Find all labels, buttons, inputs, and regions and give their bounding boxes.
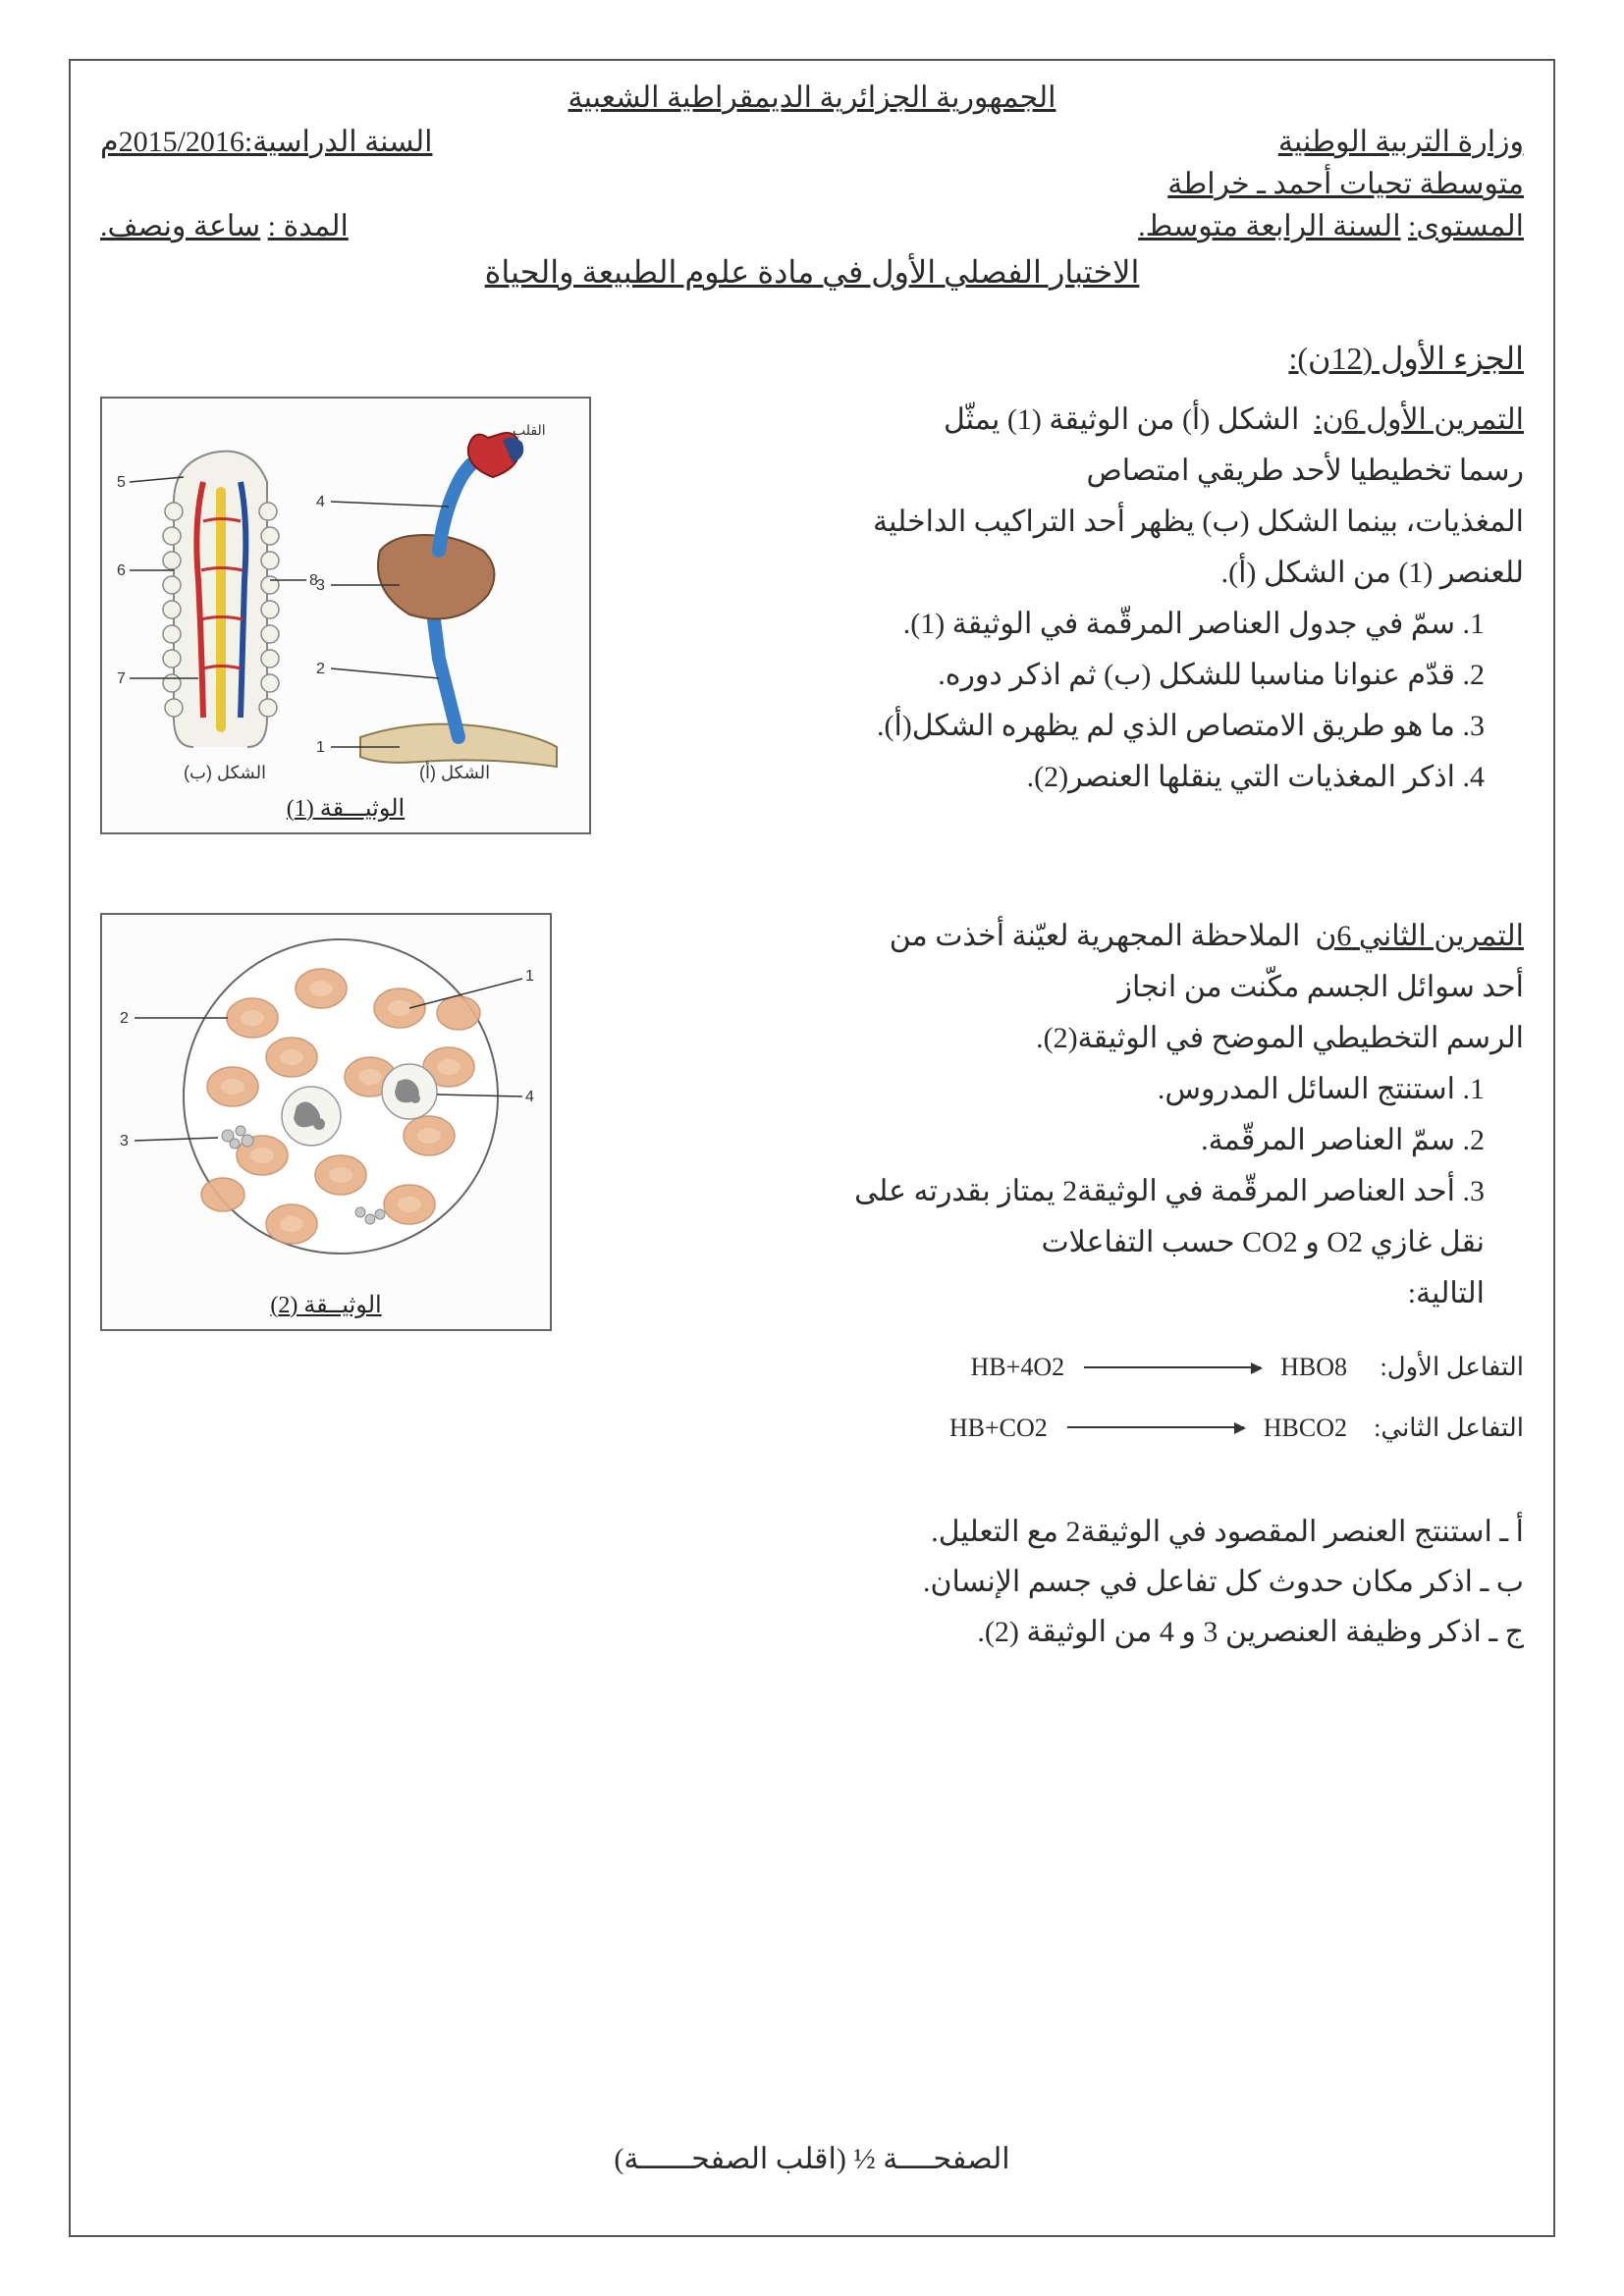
reaction-1: التفاعل الأول: HBO8 HB+4O2	[581, 1347, 1524, 1388]
svg-text:6: 6	[117, 562, 126, 579]
year-value: 2015/2016م	[100, 126, 244, 158]
svg-text:8: 8	[309, 572, 318, 589]
ex2-q2: 2. سمّ العناصر المرقّمة.	[581, 1117, 1524, 1164]
ex2-q3-l2: نقل غازي O2 و CO2 حسب التفاعلات	[581, 1219, 1524, 1266]
ex2-title: التمرين الثاني 6ن	[1315, 920, 1524, 952]
reaction1-left: HBO8	[1280, 1347, 1347, 1388]
ministry-text: وزارة التربية الوطنية	[1278, 125, 1524, 159]
duration-value: ساعة ونصف.	[100, 210, 260, 242]
ex2-q3-l3: التالية:	[581, 1270, 1524, 1317]
page-footer: الصفحــــة ½ (اقلب الصفحــــــة)	[71, 2142, 1553, 2176]
level-label: المستوى:	[1408, 210, 1524, 242]
svg-text:2: 2	[316, 661, 325, 677]
ex2-q1: 1. استنتج السائل المدروس.	[581, 1066, 1524, 1113]
level-value: السنة الرابعة متوسط.	[1138, 210, 1400, 242]
svg-text:1: 1	[525, 968, 534, 985]
ex2-text: التمرين الثاني 6ن الملاحظة المجهرية لعيّ…	[581, 913, 1524, 1468]
page-frame: الجمهورية الجزائرية الديمقراطية الشعبية …	[69, 59, 1555, 2237]
ex1-intro-l1: الشكل (أ) من الوثيقة (1) يمثّل	[944, 403, 1299, 436]
level-block: المستوى: السنة الرابعة متوسط.	[1138, 209, 1524, 243]
ex1-q1: 1. سمّ في جدول العناصر المرقّمة في الوثي…	[621, 601, 1524, 648]
duration-block: المدة : ساعة ونصف.	[100, 209, 349, 243]
ex1-text: التمرين الأول 6ن: الشكل (أ) من الوثيقة (…	[621, 397, 1524, 805]
reaction2-right: HB+CO2	[949, 1408, 1048, 1449]
reaction1-right: HB+4O2	[971, 1347, 1065, 1388]
figure-1-svg: 1 2 3 4 القلب	[115, 413, 576, 786]
ex1-intro-l4: للعنصر (1) من الشكل (أ).	[621, 550, 1524, 597]
exercise-1: التمرين الأول 6ن: الشكل (أ) من الوثيقة (…	[100, 397, 1524, 834]
header-row-2: متوسطة تحيات أحمد ـ خراطة	[100, 167, 1524, 201]
svg-text:الشكل (ب): الشكل (ب)	[184, 763, 266, 782]
ex1-title: التمرين الأول 6ن:	[1314, 403, 1524, 436]
header-row-3: المستوى: السنة الرابعة متوسط. المدة : سا…	[100, 209, 1524, 243]
ex2-sub-a: أ ـ استنتج العنصر المقصود في الوثيقة2 مع…	[100, 1507, 1524, 1557]
reaction-2: التفاعل الثاني: HBCO2 HB+CO2	[581, 1408, 1524, 1449]
reaction2-left: HBCO2	[1264, 1408, 1347, 1449]
republic-text: الجمهورية الجزائرية الديمقراطية الشعبية	[568, 81, 1056, 114]
ex1-q4: 4. اذكر المغذيات التي ينقلها العنصر(2).	[621, 754, 1524, 801]
svg-text:1: 1	[316, 739, 325, 756]
fig2-caption: الوثيــقة (2)	[112, 1291, 540, 1319]
school-text: متوسطة تحيات أحمد ـ خراطة	[1167, 167, 1524, 201]
svg-text:3: 3	[120, 1133, 129, 1149]
svg-text:4: 4	[316, 494, 325, 510]
footer-text: الصفحــــة ½ (اقلب الصفحــــــة)	[614, 2143, 1009, 2175]
ex1-q3: 3. ما هو طريق الامتصاص الذي لم يظهره الش…	[621, 703, 1524, 750]
exercise-2: التمرين الثاني 6ن الملاحظة المجهرية لعيّ…	[100, 913, 1524, 1657]
ex2-subquestions: أ ـ استنتج العنصر المقصود في الوثيقة2 مع…	[100, 1507, 1524, 1657]
exam-title: الاختبار الفصلي الأول في مادة علوم الطبي…	[100, 253, 1524, 291]
ex1-q2: 2. قدّم عنوانا مناسبا للشكل (ب) ثم اذكر …	[621, 652, 1524, 699]
ex2-sub-c: ج ـ اذكر وظيفة العنصرين 3 و 4 من الوثيقة…	[100, 1607, 1524, 1657]
arrow-icon	[1084, 1366, 1261, 1368]
header-republic: الجمهورية الجزائرية الديمقراطية الشعبية	[100, 80, 1524, 115]
duration-label: المدة :	[268, 210, 349, 242]
svg-text:2: 2	[120, 1010, 129, 1027]
reaction1-label: التفاعل الأول:	[1367, 1347, 1524, 1388]
reaction2-label: التفاعل الثاني:	[1367, 1408, 1524, 1449]
header-row-1: وزارة التربية الوطنية السنة الدراسية:201…	[100, 125, 1524, 159]
year-label: السنة الدراسية:	[244, 126, 433, 158]
svg-text:7: 7	[117, 670, 126, 687]
ex2-intro-l3: الرسم التخطيطي الموضح في الوثيقة(2).	[581, 1015, 1524, 1062]
ex2-sub-b: ب ـ اذكر مكان حدوث كل تفاعل في جسم الإنس…	[100, 1557, 1524, 1607]
part1-title: الجزء الأول (12ن):	[100, 340, 1524, 377]
svg-text:القلب: القلب	[513, 422, 546, 438]
figure-2-box: 2 3 1 4 الوثيــقة (2)	[100, 913, 552, 1331]
ex2-q3-l1: 3. أحد العناصر المرقّمة في الوثيقة2 يمتا…	[581, 1168, 1524, 1215]
ex2-intro-l1: الملاحظة المجهرية لعيّنة أخذت من	[890, 920, 1301, 952]
year-block: السنة الدراسية:2015/2016م	[100, 125, 432, 159]
reactions-block: التفاعل الأول: HBO8 HB+4O2 التفاعل الثان…	[581, 1347, 1524, 1448]
ex2-intro-l2: أحد سوائل الجسم مكّنت من انجاز	[581, 964, 1524, 1011]
svg-text:الشكل (أ): الشكل (أ)	[419, 761, 490, 782]
fig1-caption: الوثيـــقة (1)	[112, 794, 579, 823]
figure-1-box: 1 2 3 4 القلب	[100, 397, 591, 834]
arrow-icon	[1067, 1426, 1244, 1428]
svg-text:5: 5	[117, 474, 126, 491]
svg-text:4: 4	[525, 1089, 534, 1105]
ex1-intro-l2: رسما تخطيطيا لأحد طريقي امتصاص	[621, 448, 1524, 495]
ex1-intro-l3: المغذيات، بينما الشكل (ب) يظهر أحد الترا…	[621, 499, 1524, 546]
figure-2-svg: 2 3 1 4	[115, 930, 537, 1283]
